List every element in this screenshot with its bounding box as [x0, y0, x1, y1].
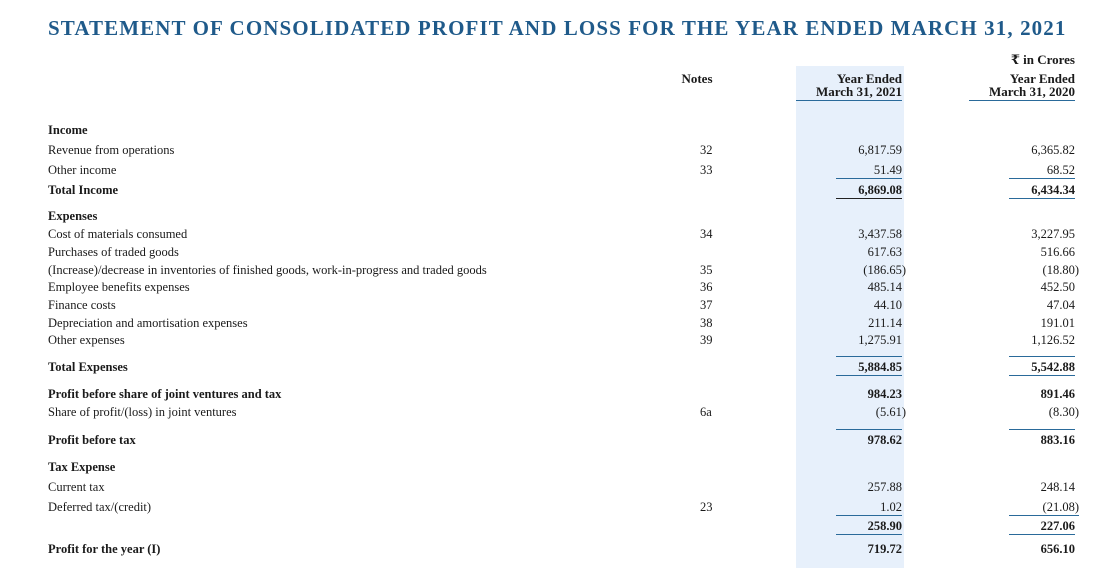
table-row: Profit before share of joint ventures an…	[0, 386, 1119, 402]
table-row-total-expenses: Total Expenses 5,884.85 5,542.88	[0, 356, 1119, 376]
row-current-year: 485.14	[867, 280, 902, 294]
table-row: Other income 33 51.49 68.52	[0, 162, 1119, 179]
row-label: (Increase)/decrease in inventories of fi…	[48, 263, 487, 277]
table-row: Cost of materials consumed 34 3,437.58 3…	[0, 226, 1119, 242]
previous-year-column-header: Year Ended March 31, 2020	[969, 72, 1075, 101]
table-row: Finance costs 37 44.10 47.04	[0, 297, 1119, 313]
row-previous-year: 6,434.34	[1009, 182, 1075, 199]
table-row-total-tax: 258.90 227.06	[0, 518, 1119, 535]
row-note: 32	[700, 143, 713, 157]
row-label: Purchases of traded goods	[48, 245, 179, 259]
row-note: 23	[700, 500, 713, 514]
row-note: 6a	[700, 405, 712, 419]
section-heading-income: Income	[0, 122, 1119, 138]
row-current-year: 984.23	[867, 387, 902, 401]
row-label: Current tax	[48, 480, 105, 494]
row-previous-year: 5,542.88	[1009, 356, 1075, 376]
row-label: Share of profit/(loss) in joint ventures	[48, 405, 237, 419]
row-current-year: 211.14	[868, 316, 902, 330]
row-note: 36	[700, 280, 713, 294]
row-current-year: 6,869.08	[836, 182, 902, 199]
current-year-header-line2: March 31, 2021	[815, 84, 902, 99]
row-current-year: 3,437.58	[858, 227, 902, 241]
row-previous-year: (8.30)	[1048, 405, 1079, 419]
statement-title: STATEMENT OF CONSOLIDATED PROFIT AND LOS…	[48, 16, 1067, 40]
current-year-header-line1: Year Ended	[836, 71, 902, 86]
row-label: Profit for the year (I)	[48, 542, 161, 556]
row-current-year: 1.02	[836, 499, 902, 516]
row-label: Income	[48, 123, 88, 137]
current-year-column-header: Year Ended March 31, 2021	[796, 72, 902, 101]
row-current-year: 51.49	[836, 162, 902, 179]
row-label: Total Expenses	[48, 360, 128, 374]
row-current-year: 617.63	[867, 245, 902, 259]
row-current-year: (186.65)	[863, 263, 906, 277]
row-previous-year: 227.06	[1009, 518, 1075, 535]
row-current-year: 258.90	[836, 518, 902, 535]
row-note: 33	[700, 163, 713, 177]
row-label: Other expenses	[48, 333, 125, 347]
row-current-year: 5,884.85	[836, 356, 902, 376]
row-current-year: 1,275.91	[858, 333, 902, 347]
row-previous-year: 1,126.52	[1031, 333, 1075, 347]
notes-column-header: Notes	[681, 71, 713, 86]
row-previous-year: 3,227.95	[1031, 227, 1075, 241]
row-current-year: (5.61)	[875, 405, 906, 419]
units-label: ₹ in Crores	[1010, 52, 1075, 67]
row-previous-year: 516.66	[1040, 245, 1075, 259]
row-previous-year: 248.14	[1040, 480, 1075, 494]
table-row: Share of profit/(loss) in joint ventures…	[0, 404, 1119, 420]
table-row-total-income: Total Income 6,869.08 6,434.34	[0, 182, 1119, 199]
row-current-year: 6,817.59	[858, 143, 902, 157]
table-row: Other expenses 39 1,275.91 1,126.52	[0, 332, 1119, 348]
row-label: Other income	[48, 163, 117, 177]
row-current-year: 978.62	[836, 429, 902, 448]
current-year-column-highlight	[796, 66, 904, 568]
row-previous-year: 47.04	[1046, 298, 1075, 312]
row-note: 38	[700, 316, 713, 330]
table-row-profit-for-year: Profit for the year (I) 719.72 656.10	[0, 541, 1119, 557]
section-heading-expenses: Expenses	[0, 208, 1119, 224]
row-label: Finance costs	[48, 298, 116, 312]
row-label: Tax Expense	[48, 460, 116, 474]
previous-year-header-line2: March 31, 2020	[988, 84, 1075, 99]
row-label: Total Income	[48, 183, 119, 197]
table-row: Current tax 257.88 248.14	[0, 479, 1119, 495]
previous-year-header-line1: Year Ended	[1009, 71, 1075, 86]
section-heading-tax-expense: Tax Expense	[0, 459, 1119, 475]
table-row: Depreciation and amortisation expenses 3…	[0, 315, 1119, 331]
row-previous-year: 891.46	[1040, 387, 1075, 401]
table-row: (Increase)/decrease in inventories of fi…	[0, 262, 1119, 278]
row-previous-year: 452.50	[1040, 280, 1075, 294]
row-previous-year: 656.10	[1040, 542, 1075, 556]
table-row: Deferred tax/(credit) 23 1.02 (21.08)	[0, 499, 1119, 516]
row-current-year: 719.72	[867, 542, 902, 556]
row-label: Profit before tax	[48, 433, 136, 447]
row-label: Employee benefits expenses	[48, 280, 190, 294]
table-row: Revenue from operations 32 6,817.59 6,36…	[0, 142, 1119, 158]
row-note: 35	[700, 263, 713, 277]
row-previous-year: 68.52	[1009, 162, 1075, 179]
row-note: 34	[700, 227, 713, 241]
row-label: Depreciation and amortisation expenses	[48, 316, 248, 330]
row-previous-year: (18.80)	[1042, 263, 1079, 277]
row-current-year: 44.10	[873, 298, 902, 312]
table-row: Employee benefits expenses 36 485.14 452…	[0, 279, 1119, 295]
row-current-year: 257.88	[867, 480, 902, 494]
table-row-profit-before-tax: Profit before tax 978.62 883.16	[0, 429, 1119, 448]
row-label: Profit before share of joint ventures an…	[48, 387, 282, 401]
row-note: 37	[700, 298, 713, 312]
row-previous-year: 6,365.82	[1031, 143, 1075, 157]
row-label: Revenue from operations	[48, 143, 175, 157]
row-label: Expenses	[48, 209, 98, 223]
row-previous-year: 883.16	[1009, 429, 1075, 448]
table-row: Purchases of traded goods 617.63 516.66	[0, 244, 1119, 260]
row-label: Deferred tax/(credit)	[48, 500, 152, 514]
row-previous-year: (21.08)	[1009, 499, 1079, 516]
row-note: 39	[700, 333, 713, 347]
row-label: Cost of materials consumed	[48, 227, 188, 241]
row-previous-year: 191.01	[1040, 316, 1075, 330]
